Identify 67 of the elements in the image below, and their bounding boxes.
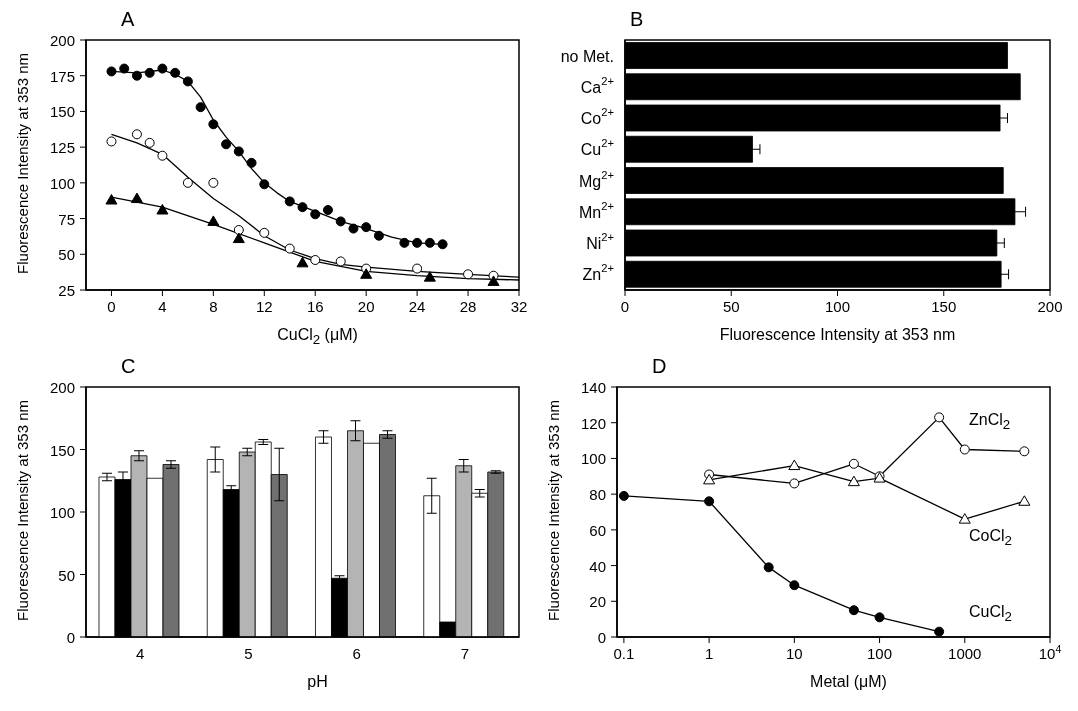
x-tick-label: 8 (209, 298, 218, 315)
x-tick-label: 24 (408, 298, 426, 315)
y-tick-label: 175 (49, 67, 75, 85)
y-tick-label: Ni$^{2+}$ (586, 231, 614, 252)
y-tick-label: 60 (589, 521, 606, 539)
annotation: CuCl$_{2}$ (969, 603, 1012, 625)
x-tick-label: 100 (867, 645, 893, 662)
y-tick-label: 150 (49, 102, 75, 120)
x-tick-label: 1000 (948, 645, 982, 662)
y-tick-label: 200 (49, 378, 75, 396)
x-tick-label: 6 (352, 645, 361, 662)
x-tick-label: 50 (722, 298, 740, 315)
x-axis-title: Metal (μM) (809, 673, 888, 691)
x-tick-label: 5 (244, 645, 253, 662)
y-tick-label: no Met. (560, 47, 614, 65)
y-tick-label: 100 (49, 503, 75, 521)
y-tick-label: Co$^{2+}$ (580, 106, 614, 127)
y-tick-label: 50 (58, 245, 75, 263)
y-tick-label: Ca$^{2+}$ (580, 74, 614, 96)
x-tick-label: 150 (931, 298, 957, 315)
y-tick-label: 80 (589, 485, 606, 503)
y-axis-title: Fluorescence Intensity at 353 nm (544, 399, 562, 621)
x-axis-title: Fluorescence Intensity at 353 nm (718, 326, 957, 344)
x-tick-label: 0 (620, 298, 630, 315)
x-tick-label: 28 (459, 298, 477, 315)
y-tick-label: Zn$^{2+}$ (582, 262, 614, 283)
y-tick-label: Mg$^{2+}$ (579, 168, 614, 190)
y-tick-label: 125 (49, 138, 75, 156)
y-tick-label: 40 (589, 557, 606, 575)
x-tick-label: 12 (255, 298, 273, 315)
y-axis-title: Fluorescence Intensity at 353 nm (13, 52, 31, 274)
chart-title: A (121, 8, 135, 31)
annotation: ZnCl$_{2}$ (969, 411, 1011, 433)
y-tick-label: Mn$^{2+}$ (579, 199, 614, 221)
y-tick-label: 75 (58, 210, 75, 228)
y-tick-label: 100 (580, 449, 606, 467)
y-tick-label: 20 (589, 592, 606, 610)
y-axis-title: Fluorescence Intensity at 353 nm (13, 399, 31, 621)
y-tick-label: Cu$^{2+}$ (580, 137, 614, 158)
y-tick-label: 25 (58, 281, 75, 299)
y-tick-label: 140 (580, 378, 606, 396)
y-tick-label: 150 (49, 441, 75, 458)
y-tick-label: 100 (49, 174, 75, 192)
x-tick-label: 7 (460, 645, 470, 662)
chart-title: B (630, 8, 644, 31)
x-tick-label: 0 (107, 298, 116, 315)
y-tick-label: 50 (58, 566, 75, 583)
x-tick-label: 16 (306, 298, 324, 315)
x-tick-label: 10 (785, 645, 803, 662)
x-tick-label: 100 (824, 298, 851, 315)
x-tick-label: 1 (704, 645, 714, 662)
chart-title: D (652, 355, 667, 378)
y-tick-label: 0 (66, 628, 75, 646)
annotation: CoCl$_{2}$ (969, 527, 1012, 549)
x-axis-title: pH (306, 673, 329, 691)
x-tick-label: 32 (510, 298, 528, 315)
x-axis-title: CuCl$_{2}$ (μM) (276, 326, 359, 348)
x-tick-label: 4 (135, 645, 145, 662)
y-tick-label: 0 (597, 628, 606, 646)
y-tick-label: 120 (580, 414, 606, 432)
y-tick-label: 200 (49, 31, 75, 49)
x-tick-label: 4 (158, 298, 167, 315)
x-tick-label: 0.1 (613, 645, 635, 662)
x-tick-label: 10$^{4}$ (1038, 643, 1062, 662)
x-tick-label: 20 (357, 298, 375, 315)
x-tick-label: 200 (1037, 298, 1063, 315)
chart-title: C (121, 355, 136, 378)
